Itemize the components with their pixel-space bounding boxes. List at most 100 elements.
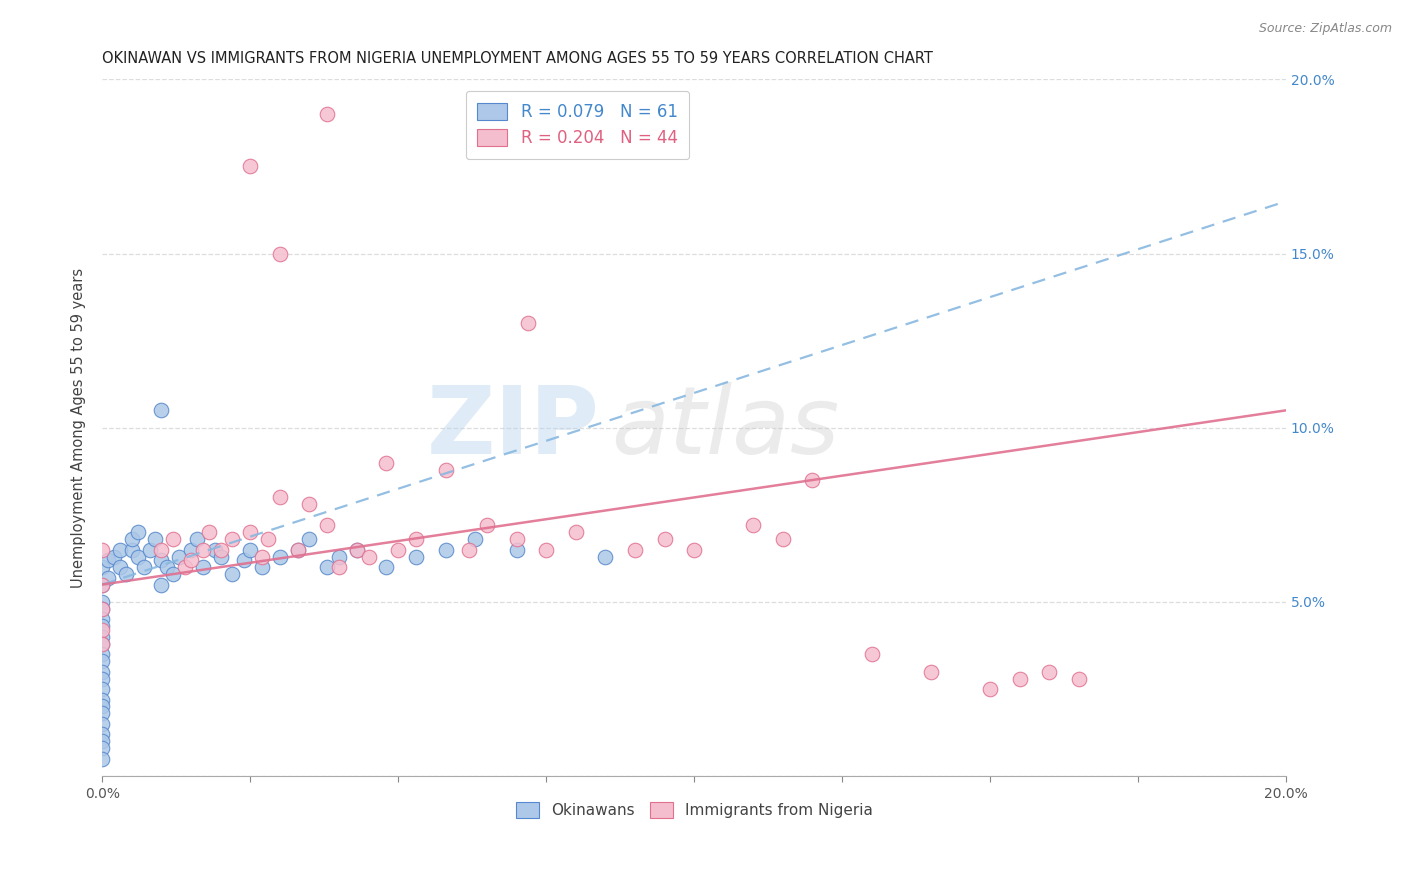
Point bbox=[91, 699, 114, 714]
Point bbox=[683, 542, 706, 557]
Point bbox=[316, 518, 339, 533]
Point bbox=[150, 403, 173, 417]
Point bbox=[269, 549, 291, 564]
Point bbox=[127, 549, 149, 564]
Point bbox=[801, 473, 824, 487]
Point bbox=[91, 542, 114, 557]
Point bbox=[91, 577, 114, 591]
Point bbox=[505, 533, 527, 547]
Point bbox=[162, 567, 184, 582]
Point bbox=[239, 525, 262, 540]
Point bbox=[180, 542, 202, 557]
Point bbox=[328, 549, 350, 564]
Point bbox=[375, 560, 398, 574]
Point bbox=[250, 560, 273, 574]
Point bbox=[91, 734, 114, 748]
Point bbox=[534, 542, 557, 557]
Point bbox=[91, 672, 114, 686]
Point bbox=[1067, 672, 1090, 686]
Point bbox=[464, 533, 486, 547]
Y-axis label: Unemployment Among Ages 55 to 59 years: Unemployment Among Ages 55 to 59 years bbox=[72, 268, 86, 588]
Point bbox=[138, 542, 160, 557]
Point bbox=[150, 553, 173, 567]
Point bbox=[108, 560, 131, 574]
Point bbox=[316, 560, 339, 574]
Point bbox=[186, 533, 208, 547]
Point bbox=[121, 533, 143, 547]
Point bbox=[434, 542, 457, 557]
Point bbox=[458, 542, 481, 557]
Point bbox=[103, 549, 125, 564]
Point bbox=[121, 542, 143, 557]
Point bbox=[209, 549, 232, 564]
Point bbox=[434, 462, 457, 476]
Point bbox=[91, 717, 114, 731]
Point bbox=[595, 549, 617, 564]
Point bbox=[298, 533, 321, 547]
Point bbox=[91, 681, 114, 696]
Point bbox=[197, 525, 219, 540]
Point bbox=[475, 518, 498, 533]
Point bbox=[108, 542, 131, 557]
Point bbox=[162, 533, 184, 547]
Point bbox=[239, 542, 262, 557]
Point bbox=[517, 316, 540, 330]
Point bbox=[167, 549, 190, 564]
Point bbox=[387, 542, 409, 557]
Point bbox=[150, 542, 173, 557]
Point bbox=[91, 665, 114, 679]
Point bbox=[221, 567, 243, 582]
Point bbox=[97, 553, 120, 567]
Point bbox=[191, 542, 214, 557]
Point bbox=[860, 647, 883, 661]
Legend: Okinawans, Immigrants from Nigeria: Okinawans, Immigrants from Nigeria bbox=[509, 796, 879, 824]
Point bbox=[920, 665, 942, 679]
Point bbox=[91, 602, 114, 616]
Point bbox=[1008, 672, 1031, 686]
Point bbox=[257, 533, 280, 547]
Point bbox=[375, 456, 398, 470]
Point bbox=[91, 560, 114, 574]
Point bbox=[91, 654, 114, 668]
Point bbox=[564, 525, 586, 540]
Point bbox=[91, 727, 114, 741]
Point bbox=[91, 623, 114, 637]
Point bbox=[145, 533, 167, 547]
Point bbox=[654, 533, 676, 547]
Point bbox=[91, 706, 114, 721]
Point bbox=[250, 549, 273, 564]
Point bbox=[91, 741, 114, 756]
Point bbox=[624, 542, 647, 557]
Point bbox=[91, 630, 114, 644]
Point bbox=[287, 542, 309, 557]
Text: atlas: atlas bbox=[612, 383, 839, 474]
Point bbox=[1038, 665, 1060, 679]
Point bbox=[180, 553, 202, 567]
Point bbox=[357, 549, 380, 564]
Point bbox=[772, 533, 794, 547]
Point bbox=[91, 752, 114, 766]
Point bbox=[150, 577, 173, 591]
Point bbox=[132, 560, 155, 574]
Point bbox=[405, 549, 427, 564]
Point bbox=[269, 491, 291, 505]
Point bbox=[91, 595, 114, 609]
Point bbox=[505, 542, 527, 557]
Point bbox=[191, 560, 214, 574]
Point bbox=[346, 542, 368, 557]
Point bbox=[91, 647, 114, 661]
Text: Source: ZipAtlas.com: Source: ZipAtlas.com bbox=[1258, 22, 1392, 36]
Point bbox=[316, 107, 339, 121]
Point bbox=[91, 637, 114, 651]
Point bbox=[91, 692, 114, 706]
Point bbox=[204, 542, 226, 557]
Point bbox=[221, 533, 243, 547]
Point bbox=[233, 553, 256, 567]
Point bbox=[209, 542, 232, 557]
Text: ZIP: ZIP bbox=[426, 382, 599, 474]
Point bbox=[298, 497, 321, 511]
Point bbox=[742, 518, 765, 533]
Point bbox=[127, 525, 149, 540]
Point bbox=[91, 637, 114, 651]
Text: OKINAWAN VS IMMIGRANTS FROM NIGERIA UNEMPLOYMENT AMONG AGES 55 TO 59 YEARS CORRE: OKINAWAN VS IMMIGRANTS FROM NIGERIA UNEM… bbox=[103, 51, 934, 66]
